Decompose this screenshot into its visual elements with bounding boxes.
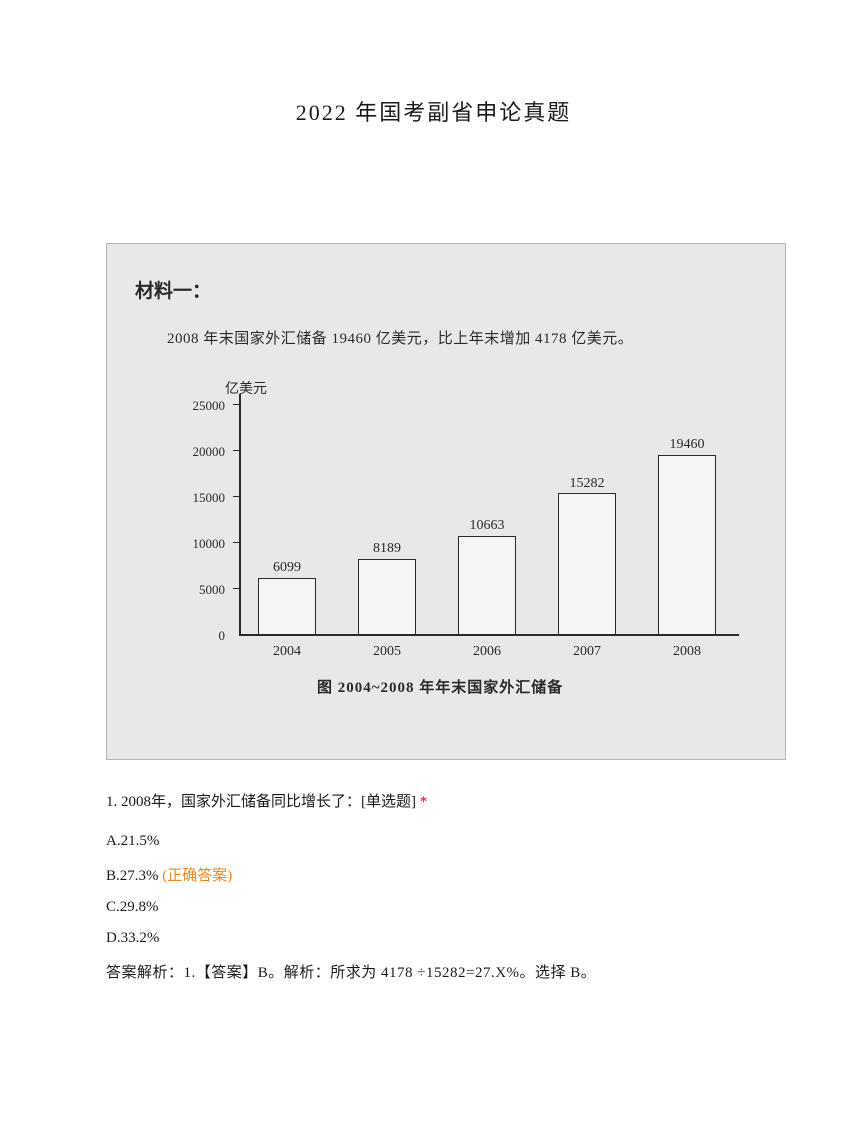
material-label: 材料一： <box>135 276 211 303</box>
y-tick-label: 0 <box>175 628 225 644</box>
bar-2006 <box>458 536 516 634</box>
bar-value: 19460 <box>658 437 716 453</box>
y-tick-label: 20000 <box>175 444 225 460</box>
bar-2004 <box>258 578 316 634</box>
answer-explanation: 答案解析：1.【答案】B。解析：所求为 4178 ÷15282=27.X%。选择… <box>106 961 766 982</box>
material-text: 2008 年末国家外汇储备 19460 亿美元，比上年末增加 4178 亿美元。 <box>167 327 633 348</box>
x-tick-label: 2007 <box>558 644 616 660</box>
bar-chart: 亿美元 25000 20000 15000 10000 5000 0 6099 … <box>147 374 747 714</box>
question-stem: 1. 2008年，国家外汇储备同比增长了：[单选题] <box>106 794 416 810</box>
bar-2007 <box>558 493 616 634</box>
question-text: 1. 2008年，国家外汇储备同比增长了：[单选题] * <box>106 790 766 811</box>
bar-value: 6099 <box>258 560 316 576</box>
y-axis-unit: 亿美元 <box>225 378 267 398</box>
bar-value: 10663 <box>458 518 516 534</box>
x-tick-label: 2008 <box>658 644 716 660</box>
bar-2005 <box>358 559 416 634</box>
y-tick-label: 25000 <box>175 398 225 414</box>
required-star-icon: * <box>420 794 428 810</box>
bar-value: 8189 <box>358 541 416 557</box>
option-c[interactable]: C.29.8% <box>106 899 766 916</box>
x-tick-label: 2005 <box>358 644 416 660</box>
y-axis <box>239 394 241 634</box>
option-a[interactable]: A.21.5% <box>106 833 766 850</box>
y-tick-label: 10000 <box>175 536 225 552</box>
x-axis <box>239 634 739 636</box>
option-b[interactable]: B.27.3% (正确答案) <box>106 864 766 885</box>
option-d[interactable]: D.33.2% <box>106 930 766 947</box>
bar-2008 <box>658 455 716 634</box>
x-tick-label: 2006 <box>458 644 516 660</box>
question-block: 1. 2008年，国家外汇储备同比增长了：[单选题] * A.21.5% B.2… <box>106 790 766 982</box>
chart-caption: 图 2004~2008 年年末国家外汇储备 <box>317 676 563 697</box>
bar-value: 15282 <box>558 476 616 492</box>
figure-container: 材料一： 2008 年末国家外汇储备 19460 亿美元，比上年末增加 4178… <box>106 243 786 760</box>
option-b-text: B.27.3% <box>106 868 159 884</box>
page-title: 2022 年国考副省申论真题 <box>0 0 867 127</box>
y-tick-label: 5000 <box>175 582 225 598</box>
y-tick-label: 15000 <box>175 490 225 506</box>
correct-answer-label: (正确答案) <box>162 868 232 884</box>
x-tick-label: 2004 <box>258 644 316 660</box>
